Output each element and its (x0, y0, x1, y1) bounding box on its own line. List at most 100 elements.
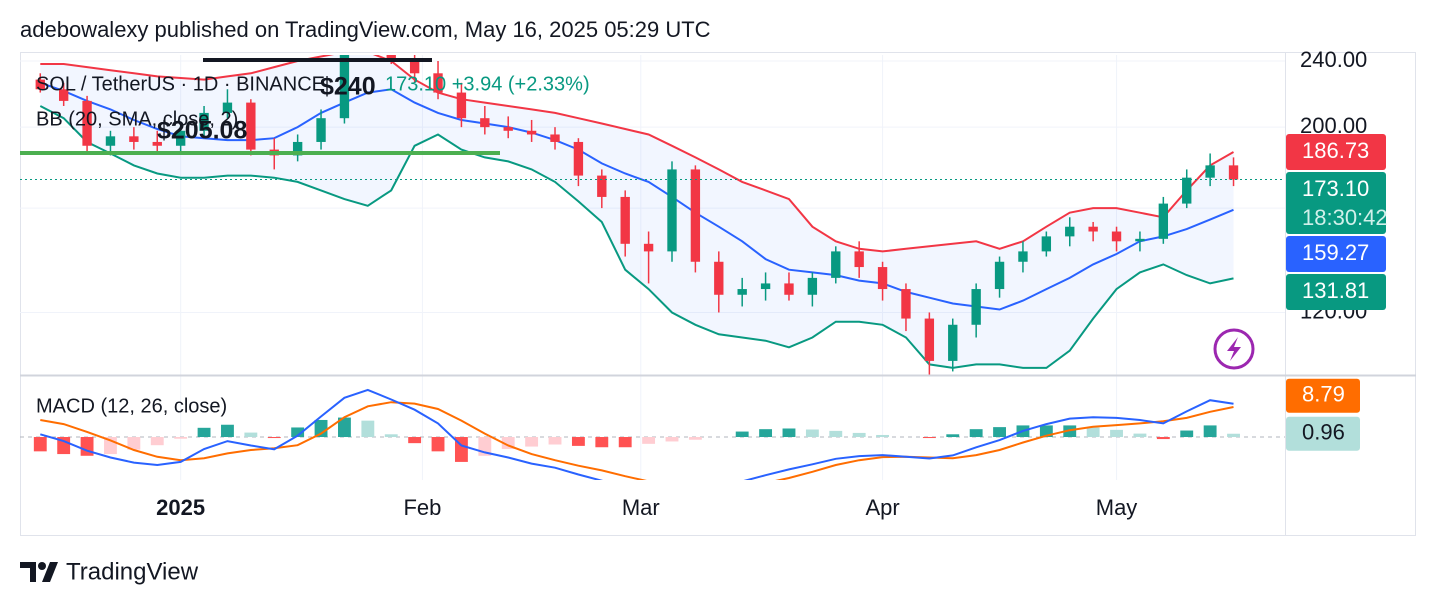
candle-body (292, 141, 303, 156)
candle-body (58, 89, 69, 101)
candle-body (948, 324, 958, 361)
price-label: 18:30:42 (1302, 205, 1388, 230)
indicator-title: MACD (12, 26, close) (36, 395, 227, 417)
x-tick-label: 2025 (156, 495, 205, 520)
candle-body (901, 289, 911, 319)
candle-body (105, 136, 116, 146)
chart-frame (20, 52, 1416, 536)
histogram-bar (1086, 427, 1100, 438)
candle-body (1065, 226, 1075, 237)
histogram-bar (642, 437, 656, 444)
band-line (39, 81, 1234, 311)
candle-body (386, 55, 396, 61)
logo-shape (42, 562, 58, 582)
histogram-bar (665, 437, 679, 442)
histogram-bar (267, 437, 281, 439)
y-tick-label: 200.00 (1300, 113, 1367, 138)
histogram-bar (33, 437, 47, 452)
candle-body (994, 261, 1005, 290)
candle-body (807, 277, 818, 295)
candle-body (526, 130, 537, 135)
price-label: 159.27 (1302, 240, 1369, 265)
macd-line (40, 388, 1234, 480)
histogram-bar (548, 437, 562, 445)
x-tick-label: Feb (403, 495, 441, 520)
candle-body (339, 55, 350, 119)
histogram-bar (150, 437, 164, 446)
price-label-box (1286, 378, 1360, 413)
alert-icon[interactable] (1213, 328, 1255, 370)
histogram-bar (735, 431, 749, 438)
candle-body (597, 175, 607, 197)
histogram-bar (852, 432, 866, 438)
candle-body (831, 251, 841, 278)
annotation: $240 (320, 73, 376, 101)
y-tick-label: 240.00 (1300, 47, 1367, 72)
brand-logo: TradingView (20, 558, 199, 585)
alert-bolt[interactable] (1227, 337, 1241, 361)
annotation: $205.08 (157, 117, 247, 145)
x-tick-label: May (1096, 495, 1138, 520)
candle-body (222, 102, 233, 113)
candle-body (1135, 238, 1145, 242)
axes: 2025FebMarAprMay120.00160.00200.00240.00… (156, 47, 1387, 520)
histogram-bar (501, 437, 515, 449)
candle-body (971, 289, 981, 325)
price-label-box (1286, 236, 1386, 273)
candle-body (854, 251, 864, 268)
histogram-bar (174, 437, 188, 439)
band-line (39, 105, 1234, 369)
candle-body (152, 141, 162, 146)
candle-body (1182, 177, 1192, 204)
candle-body (573, 141, 584, 176)
histogram-bar (946, 434, 960, 438)
candle-body (714, 261, 724, 295)
histogram-bar (759, 429, 773, 438)
histogram-bar (922, 437, 936, 439)
candle-body (82, 100, 92, 146)
histogram-bar (993, 427, 1006, 438)
price-label-box (1286, 274, 1386, 311)
histogram-bar (291, 427, 305, 438)
candle-body (480, 118, 490, 128)
indicator-title: BB (20, SMA, close, 2) (36, 108, 238, 130)
candle-body (784, 283, 794, 295)
candle-body (924, 318, 935, 361)
candle-body (175, 130, 186, 146)
candle-body (409, 60, 420, 74)
histogram-bar (1227, 433, 1240, 438)
candle-body (1088, 226, 1098, 232)
histogram-bar (805, 429, 819, 438)
price-label: 131.81 (1302, 278, 1369, 303)
histogram-bar (525, 437, 539, 447)
price-pane (20, 55, 1285, 375)
histogram-bar (1180, 430, 1194, 438)
price-label-box (1286, 134, 1386, 171)
candle-body (246, 102, 256, 150)
histogram-bar (571, 437, 585, 446)
macd-pane (20, 388, 1285, 480)
candle-body (643, 243, 654, 252)
candle-body (35, 79, 45, 90)
candle-body (503, 127, 513, 131)
histogram-bar (408, 437, 422, 444)
histogram-bar (829, 430, 843, 438)
histogram-bar (969, 429, 983, 438)
candle-body (316, 118, 326, 142)
histogram-bar (361, 420, 375, 438)
legend: SOL / TetherUS · 1D · BINANCE 173.10 +3.… (20, 58, 590, 417)
candle-body (1041, 236, 1052, 252)
candle-body (199, 112, 209, 131)
histogram-bar (782, 428, 796, 438)
histogram-bar (314, 419, 328, 438)
price-change: 173.10 +3.94 (+2.33%) (385, 73, 590, 95)
macd-price-labels: 0.968.799.75 (1286, 378, 1360, 451)
price-label: 186.73 (1302, 138, 1369, 163)
histogram-bar (1110, 429, 1123, 438)
histogram-bar (1133, 433, 1147, 438)
candle-body (1111, 231, 1122, 242)
band-line (40, 55, 1234, 253)
histogram-bar (1039, 425, 1053, 438)
